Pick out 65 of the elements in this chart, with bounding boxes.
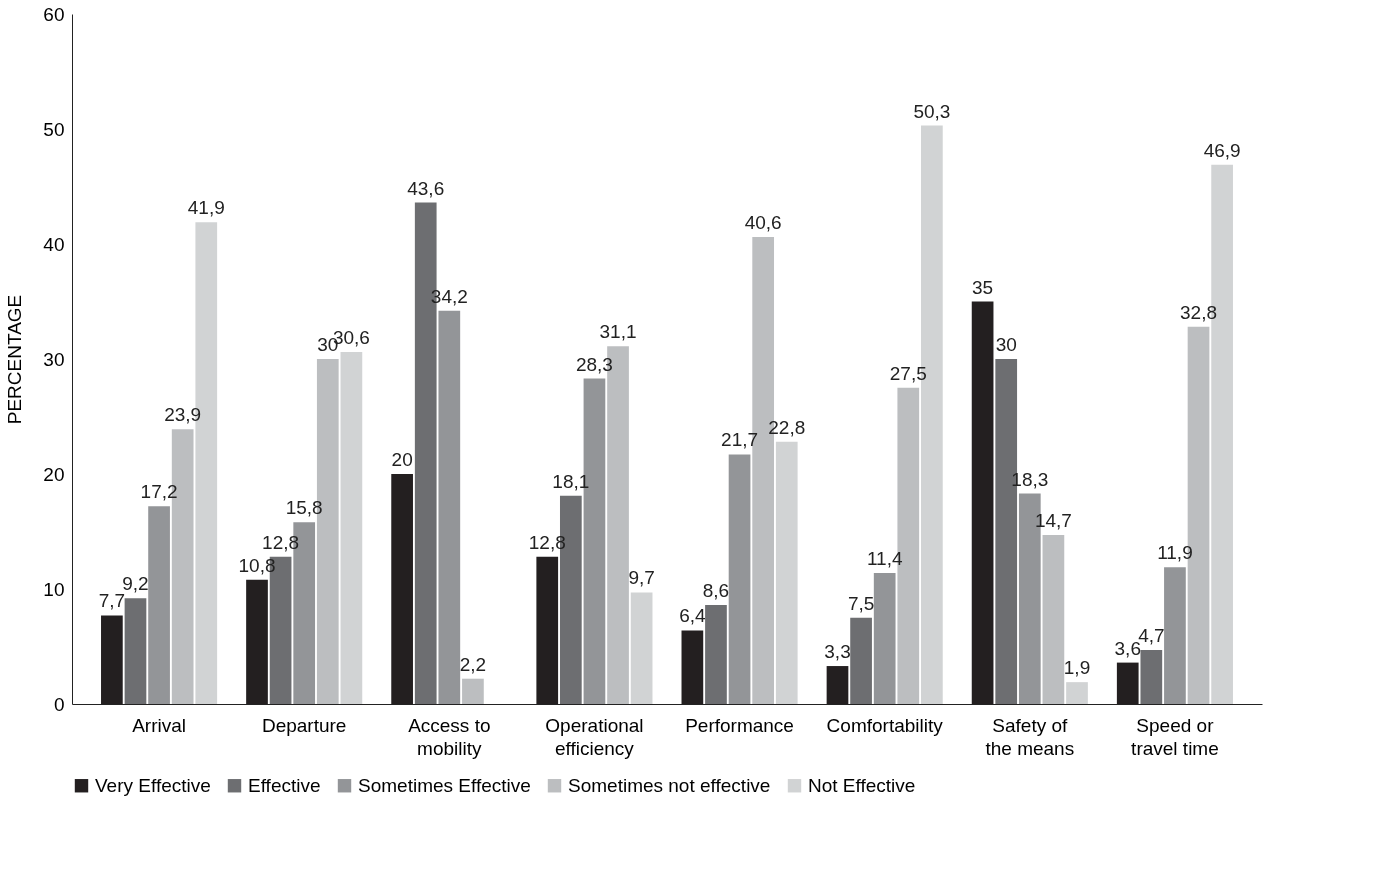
data-label: 7,5: [847, 592, 875, 614]
y-tick-label: 10: [43, 578, 65, 600]
data-label: 22,8: [768, 416, 806, 438]
x-tick-label: Comfortability: [826, 714, 944, 736]
bar: [438, 310, 461, 704]
data-label: 18,1: [552, 470, 590, 492]
data-label: 43,6: [407, 177, 445, 199]
legend-label: Not Effective: [808, 774, 916, 796]
x-tick-label: Operational efficiency: [545, 714, 644, 759]
data-label: 27,5: [889, 362, 927, 384]
x-tick-label: Departure: [261, 714, 347, 736]
data-label: 28,3: [575, 353, 613, 375]
data-label: 3,3: [824, 641, 851, 663]
legend-label: Effective: [248, 774, 321, 796]
bar: [1042, 534, 1065, 704]
data-label: 6,4: [679, 605, 706, 627]
data-label: 40,6: [744, 212, 782, 234]
y-axis-title: PERCENTAGE: [4, 294, 26, 425]
x-tick-label: Access to mobility: [408, 714, 491, 759]
data-label: 8,6: [702, 580, 730, 602]
bar: [340, 352, 363, 704]
y-tick-label: 30: [43, 348, 65, 370]
bar: [1140, 649, 1163, 704]
data-label: 14,7: [1034, 509, 1072, 531]
data-label: 12,8: [262, 531, 300, 553]
y-tick-label: 60: [43, 3, 65, 25]
bar: [1066, 682, 1088, 704]
bar: [705, 605, 727, 704]
bar: [873, 572, 896, 704]
bar: [728, 454, 751, 704]
data-label: 31,1: [599, 321, 637, 343]
x-tick-label: Performance: [685, 714, 794, 736]
data-label: 2,2: [459, 653, 487, 675]
data-label: 20: [391, 449, 413, 470]
bar: [630, 592, 653, 704]
data-label: 21,7: [721, 429, 759, 451]
data-label: 15,8: [285, 497, 323, 519]
bar: [124, 598, 147, 704]
data-label: 11,9: [1157, 542, 1193, 564]
data-label: 32,8: [1180, 301, 1218, 323]
x-tick-label: Safety of the means: [985, 714, 1075, 759]
y-tick-label: 20: [43, 463, 65, 485]
data-label: 50,3: [913, 100, 951, 122]
legend-label: Sometimes not effective: [568, 774, 771, 796]
legend-label: Sometimes Effective: [358, 774, 531, 796]
bar: [148, 506, 170, 704]
data-label: 23,9: [164, 404, 202, 426]
bar: [462, 678, 484, 704]
data-label: 35: [972, 276, 994, 298]
data-label: 11,4: [866, 547, 903, 569]
y-tick-label: 40: [43, 233, 65, 255]
bar: [850, 617, 872, 704]
data-label: 17,2: [140, 481, 178, 503]
y-tick-label: 50: [43, 118, 65, 140]
legend-label: Very Effective: [95, 774, 211, 796]
y-tick-label: 0: [53, 693, 65, 715]
data-label: 41,9: [187, 197, 225, 219]
x-tick-label: Speed or travel time: [1131, 714, 1219, 759]
data-label: 46,9: [1203, 139, 1241, 161]
data-label: 1,9: [1063, 657, 1091, 679]
bar: [775, 441, 798, 704]
data-label: 9,7: [628, 567, 655, 589]
x-tick-label: Arrival: [132, 714, 186, 736]
data-label: 30: [995, 334, 1017, 355]
bar: [1164, 567, 1186, 704]
